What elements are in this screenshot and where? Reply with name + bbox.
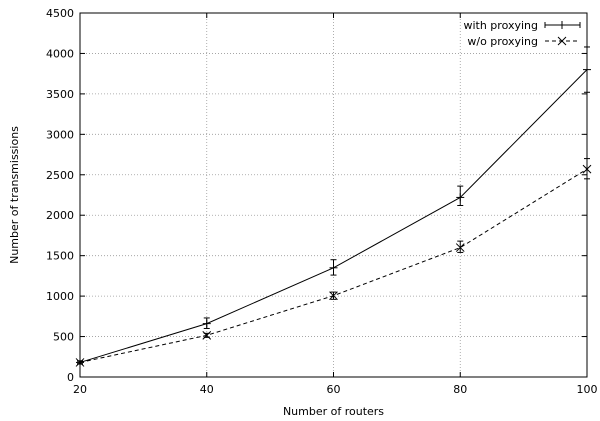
x-tick-label: 100 bbox=[577, 383, 598, 396]
data-point bbox=[202, 319, 211, 328]
y-tick-label: 500 bbox=[53, 331, 74, 344]
y-tick-label: 3500 bbox=[46, 88, 74, 101]
data-point bbox=[75, 358, 85, 367]
legend-label: with proxying bbox=[463, 19, 538, 32]
error-bar bbox=[457, 240, 464, 253]
y-tick-label: 4500 bbox=[46, 7, 74, 20]
data-point bbox=[329, 263, 338, 272]
legend: with proxying w/o proxying bbox=[463, 19, 581, 48]
y-tick-label: 1500 bbox=[46, 250, 74, 263]
data-point bbox=[582, 164, 592, 174]
x-tick-label: 80 bbox=[453, 383, 467, 396]
x-axis-title: Number of routers bbox=[283, 405, 384, 418]
series-group bbox=[75, 46, 592, 367]
series-without-proxying bbox=[75, 158, 592, 367]
y-tick-label: 4000 bbox=[46, 47, 74, 60]
y-tick-label: 2500 bbox=[46, 169, 74, 182]
data-point bbox=[456, 193, 465, 202]
legend-marker bbox=[557, 36, 567, 46]
x-tick-label: 60 bbox=[327, 383, 341, 396]
y-tick-label: 1000 bbox=[46, 290, 74, 303]
x-tick-label: 40 bbox=[200, 383, 214, 396]
legend-item: with proxying bbox=[463, 19, 581, 32]
y-tick-label: 0 bbox=[67, 371, 74, 384]
data-point bbox=[583, 65, 591, 74]
data-point bbox=[202, 330, 212, 340]
y-axis-title: Number of transmissions bbox=[8, 126, 21, 264]
y-tick-label: 3000 bbox=[46, 128, 74, 141]
data-point bbox=[329, 291, 338, 301]
y-tick-label: 2000 bbox=[46, 209, 74, 222]
axis-ticks: 0 500 1000 1500 2000 2500 3000 3500 4000 4500 20 40… bbox=[46, 7, 598, 396]
data-point bbox=[455, 243, 465, 252]
legend-item: w/o proxying bbox=[467, 35, 580, 48]
grid-lines bbox=[80, 13, 587, 377]
x-tick-label: 20 bbox=[73, 383, 87, 396]
legend-marker bbox=[558, 21, 566, 29]
legend-label: w/o proxying bbox=[467, 35, 538, 48]
